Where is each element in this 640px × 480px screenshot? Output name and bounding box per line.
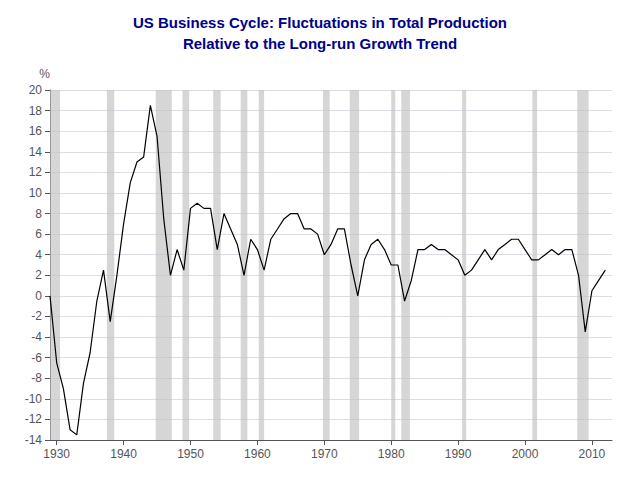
svg-text:1960: 1960 (244, 447, 271, 461)
svg-text:-8: -8 (31, 371, 42, 385)
svg-text:2: 2 (35, 268, 42, 282)
svg-text:-6: -6 (31, 351, 42, 365)
svg-text:US Business Cycle: Fluctuation: US Business Cycle: Fluctuations in Total… (133, 14, 507, 31)
svg-text:1940: 1940 (110, 447, 137, 461)
svg-text:1970: 1970 (311, 447, 338, 461)
svg-text:%: % (39, 67, 50, 81)
svg-text:Relative to the Long-run Growt: Relative to the Long-run Growth Trend (183, 35, 457, 52)
svg-text:2000: 2000 (512, 447, 539, 461)
svg-text:18: 18 (29, 104, 43, 118)
svg-text:-10: -10 (25, 392, 43, 406)
svg-text:6: 6 (35, 227, 42, 241)
svg-text:1990: 1990 (445, 447, 472, 461)
svg-text:4: 4 (35, 248, 42, 262)
svg-text:16: 16 (29, 124, 43, 138)
svg-text:2010: 2010 (579, 447, 606, 461)
svg-text:-12: -12 (25, 412, 43, 426)
svg-text:-4: -4 (31, 330, 42, 344)
svg-text:12: 12 (29, 165, 43, 179)
svg-text:14: 14 (29, 145, 43, 159)
svg-text:10: 10 (29, 186, 43, 200)
svg-text:20: 20 (29, 83, 43, 97)
svg-text:1950: 1950 (177, 447, 204, 461)
svg-text:-2: -2 (31, 309, 42, 323)
svg-text:0: 0 (35, 289, 42, 303)
svg-text:-14: -14 (25, 433, 43, 447)
svg-text:1930: 1930 (43, 447, 70, 461)
svg-text:8: 8 (35, 207, 42, 221)
svg-text:1980: 1980 (378, 447, 405, 461)
